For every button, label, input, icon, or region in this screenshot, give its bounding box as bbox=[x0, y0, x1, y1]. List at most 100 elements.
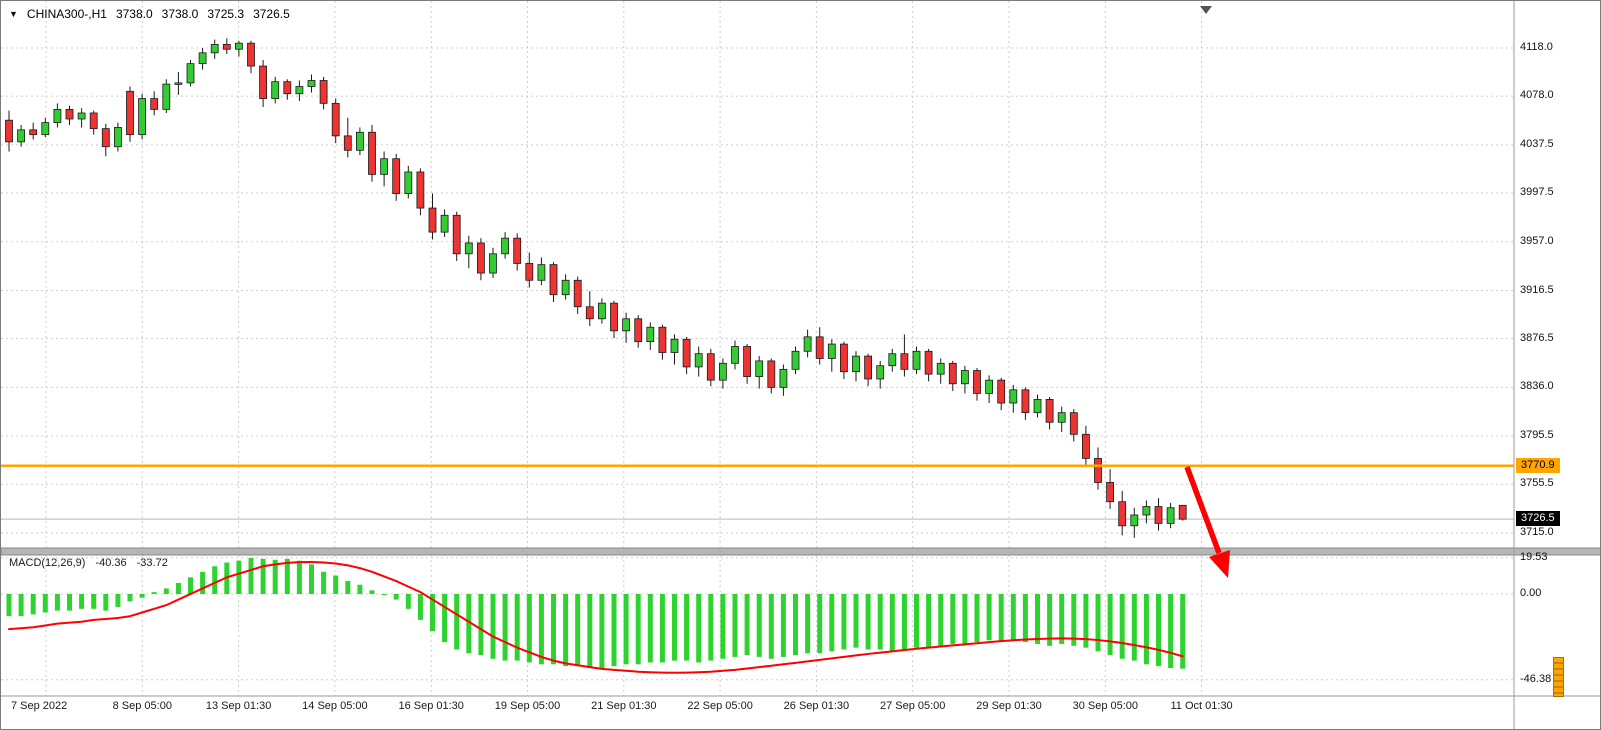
candle bbox=[368, 131, 376, 175]
candle bbox=[501, 237, 510, 255]
candle bbox=[985, 379, 993, 394]
candle bbox=[53, 108, 62, 124]
price-axis-label: 3715.0 bbox=[1520, 526, 1554, 538]
candle bbox=[924, 350, 933, 375]
macd-bar bbox=[321, 571, 327, 594]
macd-bar bbox=[430, 594, 435, 631]
macd-bar bbox=[357, 584, 363, 594]
macd-bar bbox=[333, 575, 339, 594]
macd-bar bbox=[1083, 594, 1089, 648]
candle bbox=[126, 90, 134, 136]
indicator-axis-label: 0.00 bbox=[1520, 587, 1542, 599]
candle bbox=[5, 119, 13, 143]
indicator-name: MACD(12,26,9) bbox=[9, 557, 86, 569]
candle bbox=[1033, 399, 1042, 414]
macd-bar bbox=[926, 594, 932, 648]
candle bbox=[610, 302, 618, 332]
candle bbox=[719, 362, 727, 381]
resistance-price-tag[interactable]: 3770.9 bbox=[1516, 457, 1560, 473]
time-axis-label: 11 Oct 01:30 bbox=[1170, 700, 1233, 712]
candle bbox=[803, 336, 812, 352]
time-axis-label: 19 Sep 05:00 bbox=[494, 700, 561, 712]
macd-bar bbox=[260, 558, 266, 594]
macd-bar bbox=[780, 594, 786, 657]
macd-bar bbox=[514, 594, 520, 661]
macd-bar bbox=[877, 594, 883, 650]
macd-bar bbox=[756, 594, 762, 657]
candle bbox=[489, 253, 497, 274]
candle bbox=[658, 326, 667, 353]
candle bbox=[755, 360, 764, 377]
price-axis-label: 4118.0 bbox=[1520, 41, 1553, 53]
price-axis-label: 3916.5 bbox=[1520, 283, 1554, 296]
candle bbox=[271, 81, 280, 99]
time-axis-label: 7 Sep 2022 bbox=[11, 700, 68, 712]
macd-bar bbox=[478, 594, 484, 656]
candle bbox=[1118, 501, 1127, 527]
candle bbox=[452, 214, 461, 255]
macd-bar bbox=[793, 594, 798, 656]
macd-bar bbox=[54, 594, 60, 611]
macd-bar bbox=[659, 594, 665, 663]
macd-bar bbox=[454, 594, 460, 650]
macd-bar bbox=[103, 594, 109, 611]
candle bbox=[731, 346, 739, 364]
candle bbox=[900, 353, 909, 370]
macd-bar bbox=[490, 594, 496, 659]
candle bbox=[392, 158, 401, 195]
candle bbox=[791, 350, 800, 370]
time-axis-label: 22 Sep 05:00 bbox=[687, 700, 753, 712]
macd-bar bbox=[188, 577, 193, 594]
price-axis-label: 3836.0 bbox=[1520, 380, 1554, 393]
macd-bar bbox=[587, 594, 593, 668]
candles-layer bbox=[5, 38, 1187, 538]
candle bbox=[888, 353, 897, 367]
macd-bar bbox=[611, 594, 617, 667]
macd-bar bbox=[18, 594, 24, 617]
indicator-axis-label: 19.53 bbox=[1520, 550, 1548, 563]
candle bbox=[162, 83, 171, 110]
macd-bar bbox=[6, 594, 12, 617]
macd-bar bbox=[563, 594, 569, 667]
scrollbar-grip[interactable] bbox=[1553, 657, 1564, 697]
candle bbox=[114, 127, 122, 148]
candle bbox=[1154, 506, 1163, 524]
macd-bar bbox=[248, 557, 254, 594]
ohlc-low: 3725.3 bbox=[207, 7, 245, 21]
trend-arrow[interactable] bbox=[1184, 466, 1230, 578]
candle bbox=[948, 362, 957, 385]
macd-bar bbox=[200, 571, 206, 594]
symbol-title: CHINA300-,H1 bbox=[26, 7, 107, 21]
candle bbox=[1142, 506, 1151, 516]
candle bbox=[355, 131, 364, 151]
expander-icon[interactable]: ▼ bbox=[9, 9, 18, 19]
macd-bar bbox=[284, 558, 290, 594]
price-axis-label: 4037.5 bbox=[1520, 137, 1554, 150]
macd-bar bbox=[1143, 594, 1149, 665]
macd-bar bbox=[708, 594, 714, 661]
time-axis-label: 16 Sep 01:30 bbox=[398, 700, 464, 712]
macd-bar bbox=[551, 594, 556, 665]
macd-bar bbox=[1022, 594, 1028, 643]
macd-bar bbox=[998, 594, 1004, 643]
macd-bar bbox=[914, 594, 919, 648]
candle bbox=[319, 80, 328, 104]
macd-bar bbox=[938, 594, 944, 646]
candle bbox=[1178, 504, 1187, 520]
panel-separator[interactable] bbox=[1, 547, 1601, 556]
price-axis-label: 3755.5 bbox=[1520, 477, 1554, 490]
macd-bar bbox=[175, 582, 181, 594]
macd-histogram bbox=[6, 557, 1186, 669]
macd-bar bbox=[1131, 594, 1137, 661]
macd-bar bbox=[1071, 594, 1077, 646]
time-axis-label: 27 Sep 05:00 bbox=[879, 700, 946, 712]
candle bbox=[646, 326, 655, 343]
macd-bar bbox=[381, 594, 387, 595]
macd-bar bbox=[30, 594, 36, 615]
macd-bar bbox=[151, 592, 157, 594]
candle bbox=[815, 336, 824, 359]
macd-bar bbox=[91, 594, 97, 609]
candle bbox=[997, 379, 1006, 404]
candle bbox=[1166, 507, 1175, 524]
